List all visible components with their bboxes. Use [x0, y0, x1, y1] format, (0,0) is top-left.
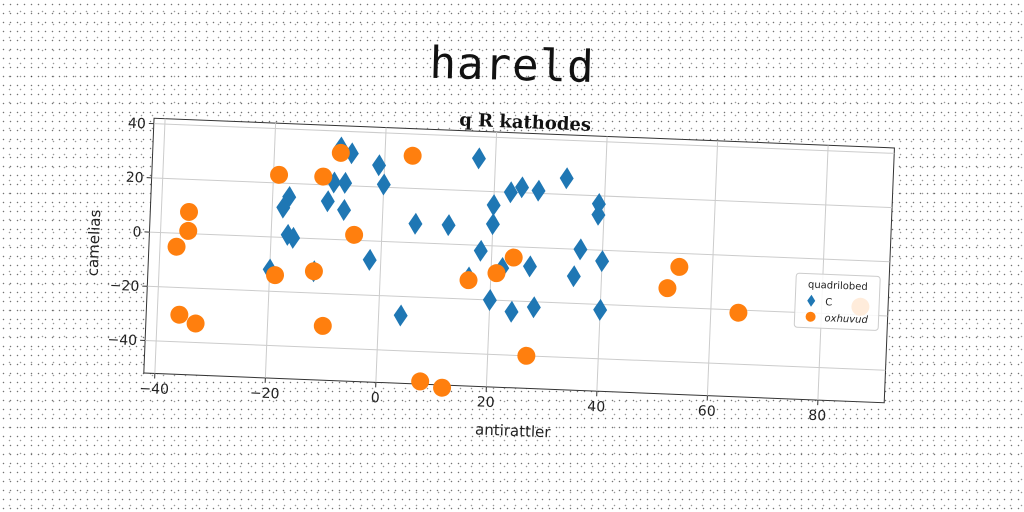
x-grid-line [375, 127, 387, 383]
data-point-c [593, 298, 608, 321]
x-grid-line [264, 123, 277, 378]
legend-marker-oxhuvud [805, 311, 816, 322]
data-point-oxhuvud [345, 225, 364, 244]
data-point-c [503, 181, 518, 204]
x-tick-label: −20 [250, 385, 280, 402]
axis-ticks: −40 −20 0 20 40 60 80 −40 −20 0 20 40 [107, 116, 826, 425]
data-point-oxhuvud [313, 316, 332, 335]
x-tick-label: −40 [139, 381, 169, 398]
y-axis-label: camelias [84, 209, 105, 276]
data-point-c [486, 194, 501, 217]
data-point-oxhuvud [517, 346, 536, 365]
data-point-c [372, 154, 387, 177]
data-point-c [591, 203, 606, 226]
data-point-oxhuvud [314, 167, 333, 186]
data-point-oxhuvud [411, 372, 430, 391]
data-point-c [286, 226, 301, 249]
data-point-c [473, 239, 488, 262]
x-axis-label: antirattler [475, 420, 552, 441]
x-grid-line [485, 131, 498, 387]
y-grid-line [149, 231, 890, 263]
data-point-oxhuvud [504, 248, 523, 267]
data-point-c [482, 289, 497, 312]
legend-marker-c [807, 294, 816, 307]
data-point-c [320, 190, 335, 213]
x-grid-line [817, 145, 829, 401]
y-tick-label: 20 [125, 170, 143, 187]
y-grid-line [147, 285, 888, 317]
data-point-c [522, 255, 537, 278]
data-point-oxhuvud [658, 279, 677, 298]
x-grid-line [706, 140, 719, 396]
data-point-c [376, 173, 391, 196]
data-point-oxhuvud [433, 378, 452, 397]
data-point-c [559, 167, 574, 190]
y-tick-label: −40 [107, 332, 137, 349]
data-point-c [327, 171, 342, 194]
data-point-c [566, 265, 581, 288]
x-tick-label: 20 [477, 394, 495, 411]
legend-box [793, 272, 881, 331]
data-point-oxhuvud [266, 266, 285, 285]
x-tick-label: 0 [370, 390, 380, 406]
data-point-oxhuvud [179, 221, 198, 240]
data-point-oxhuvud [186, 314, 205, 333]
data-point-oxhuvud [167, 237, 186, 256]
data-point-oxhuvud [304, 262, 323, 281]
x-tick-label: 40 [587, 399, 605, 416]
x-tick-label: 80 [808, 408, 826, 425]
data-point-oxhuvud [459, 271, 478, 290]
data-point-c [408, 212, 423, 235]
data-point-c [441, 214, 456, 237]
y-tick-label: −20 [109, 278, 139, 295]
data-point-c [337, 199, 352, 222]
data-point-oxhuvud [270, 165, 289, 184]
legend: quadrilobed C oxhuvud [793, 272, 881, 331]
x-grid-line [154, 118, 166, 374]
data-point-c [526, 296, 541, 319]
y-tick-label: 40 [128, 116, 146, 133]
data-point-oxhuvud [403, 146, 422, 165]
data-point-c [504, 300, 519, 323]
data-point-c [573, 238, 588, 261]
data-point-c [471, 147, 486, 170]
data-point-oxhuvud [729, 303, 748, 322]
x-tick-label: 60 [698, 403, 716, 420]
data-point-oxhuvud [331, 143, 350, 162]
y-tick-label: 0 [132, 224, 142, 240]
y-grid-line [145, 339, 886, 371]
data-point-c [515, 176, 530, 199]
data-point-c [280, 223, 295, 246]
y-grid-line [153, 123, 895, 154]
data-point-c [362, 248, 377, 271]
data-point-oxhuvud [670, 257, 689, 276]
data-point-oxhuvud [170, 305, 189, 324]
data-point-c [282, 185, 297, 208]
data-point-c [485, 213, 500, 236]
data-point-c [344, 142, 359, 165]
data-point-c [338, 171, 353, 194]
legend-label-c: C [825, 297, 832, 308]
data-point-c [531, 179, 546, 202]
legend-label-oxhuvud: oxhuvud [824, 313, 868, 326]
data-point-oxhuvud [180, 202, 199, 221]
legend-title: quadrilobed [808, 280, 868, 293]
data-point-c [595, 250, 610, 273]
data-point-oxhuvud [487, 264, 506, 283]
data-point-c [393, 304, 408, 327]
